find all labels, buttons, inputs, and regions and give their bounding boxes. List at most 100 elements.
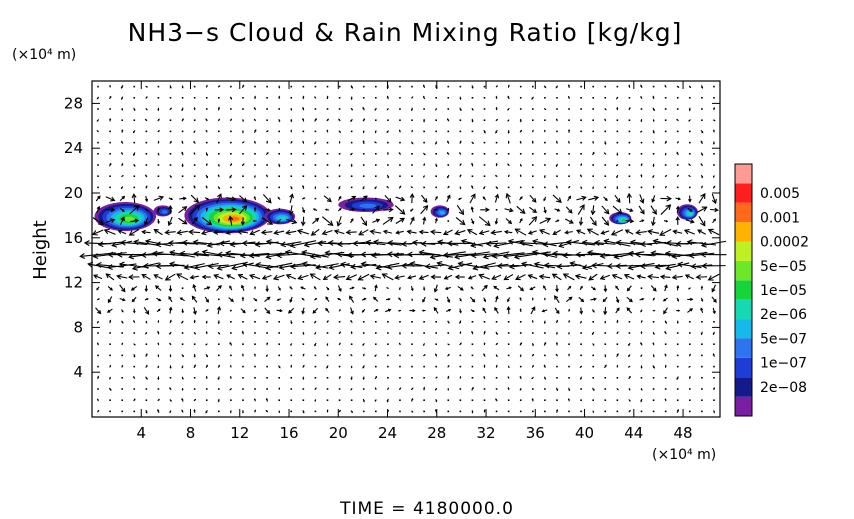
wind-dot bbox=[664, 164, 667, 166]
wind-vector-head bbox=[606, 263, 613, 270]
wind-dot bbox=[592, 164, 594, 166]
wind-vector-head bbox=[652, 95, 655, 98]
wind-vector bbox=[648, 275, 660, 279]
wind-dot bbox=[519, 365, 522, 368]
wind-dot bbox=[109, 186, 111, 189]
wind-dot bbox=[399, 321, 401, 323]
wind-vector-head bbox=[626, 307, 631, 312]
wind-vector-head bbox=[430, 274, 436, 280]
wind-vector-head bbox=[120, 216, 125, 222]
wind-vector-head bbox=[513, 253, 520, 260]
wind-vector-head bbox=[399, 217, 406, 223]
wind-dot bbox=[338, 321, 341, 323]
wind-vector-head bbox=[652, 287, 657, 292]
wind-vector-head bbox=[181, 140, 184, 143]
wind-vector-head bbox=[447, 321, 450, 324]
wind-dot bbox=[628, 332, 631, 334]
wind-dot bbox=[689, 130, 691, 133]
wind-dot bbox=[411, 377, 413, 379]
wind-vector-head bbox=[567, 398, 570, 401]
wind-dot bbox=[507, 186, 510, 189]
wind-vector bbox=[504, 208, 513, 212]
wind-dot bbox=[109, 141, 111, 144]
wind-dot bbox=[302, 153, 305, 155]
wind-dot bbox=[495, 388, 498, 390]
wind-dot bbox=[254, 164, 256, 166]
wind-vector-head bbox=[382, 229, 388, 235]
wind-vector-head bbox=[237, 274, 244, 279]
wind-vector bbox=[310, 273, 321, 281]
wind-dot bbox=[97, 365, 99, 368]
wind-dot bbox=[652, 388, 655, 390]
x-tick-label: 8 bbox=[186, 424, 196, 442]
wind-vector-head bbox=[602, 298, 606, 303]
wind-vector-head bbox=[507, 140, 510, 143]
wind-dot bbox=[580, 85, 582, 88]
wind-vector-head bbox=[267, 219, 274, 225]
wind-vector-head bbox=[326, 344, 329, 347]
wind-vector-head bbox=[194, 332, 197, 335]
wind-dot bbox=[133, 97, 136, 99]
wind-vector-head bbox=[350, 263, 357, 270]
wind-vector-head bbox=[278, 366, 281, 369]
wind-vector bbox=[711, 296, 717, 303]
wind-dot bbox=[375, 410, 377, 413]
wind-vector-head bbox=[508, 174, 510, 177]
wind-vector-head bbox=[411, 411, 414, 413]
wind-dot bbox=[338, 85, 341, 88]
wind-vector-head bbox=[409, 261, 416, 268]
wind-dot bbox=[326, 85, 329, 88]
wind-vector bbox=[698, 216, 706, 226]
wind-vector-head bbox=[133, 398, 136, 401]
wind-vector bbox=[237, 230, 249, 234]
wind-dot bbox=[109, 332, 111, 334]
wind-vector-head bbox=[352, 240, 359, 247]
wind-vector-head bbox=[411, 299, 414, 302]
wind-vector-head bbox=[519, 297, 522, 300]
wind-vector-head bbox=[169, 319, 172, 322]
wind-vector-head bbox=[107, 251, 114, 258]
wind-vector-head bbox=[604, 118, 606, 121]
wind-vector-head bbox=[629, 208, 634, 212]
wind-dot bbox=[676, 388, 679, 390]
wind-vector-head bbox=[471, 86, 474, 89]
wind-vector-head bbox=[205, 185, 208, 188]
wind-vector-head bbox=[483, 342, 486, 345]
wind-vector-head bbox=[592, 344, 595, 346]
wind-vector bbox=[208, 264, 229, 268]
wind-vector-head bbox=[519, 218, 523, 222]
wind-dot bbox=[556, 365, 558, 368]
wind-vector-head bbox=[375, 264, 382, 271]
wind-vector bbox=[710, 208, 718, 211]
wind-vector bbox=[557, 264, 581, 268]
wind-vector bbox=[297, 229, 309, 235]
wind-vector bbox=[165, 231, 176, 234]
wind-dot bbox=[278, 332, 280, 334]
wind-dot bbox=[338, 97, 341, 99]
wind-dot bbox=[266, 85, 268, 88]
wind-vector-head bbox=[460, 287, 464, 291]
wind-vector-head bbox=[254, 298, 258, 302]
wind-vector-head bbox=[254, 129, 257, 132]
wind-vector-head bbox=[242, 141, 245, 144]
wind-vector bbox=[376, 262, 400, 269]
wind-vector-head bbox=[117, 229, 123, 234]
wind-vector-head bbox=[624, 229, 630, 234]
wind-vector bbox=[433, 307, 439, 314]
wind-dot bbox=[302, 164, 305, 166]
wind-vector-head bbox=[97, 241, 104, 248]
wind-dot bbox=[254, 153, 256, 155]
wind-vector bbox=[624, 274, 635, 280]
wind-vector-head bbox=[552, 250, 558, 257]
wind-vector-head bbox=[507, 163, 510, 166]
wind-vector-head bbox=[399, 209, 406, 215]
wind-vector-head bbox=[134, 218, 140, 224]
wind-vector-head bbox=[665, 264, 672, 271]
wind-dot bbox=[314, 410, 317, 413]
wind-vector-head bbox=[169, 249, 176, 256]
wind-vector bbox=[334, 230, 345, 235]
wind-vector bbox=[93, 274, 103, 280]
wind-dot bbox=[604, 332, 607, 334]
wind-dot bbox=[544, 119, 546, 121]
wind-dot bbox=[592, 85, 594, 88]
